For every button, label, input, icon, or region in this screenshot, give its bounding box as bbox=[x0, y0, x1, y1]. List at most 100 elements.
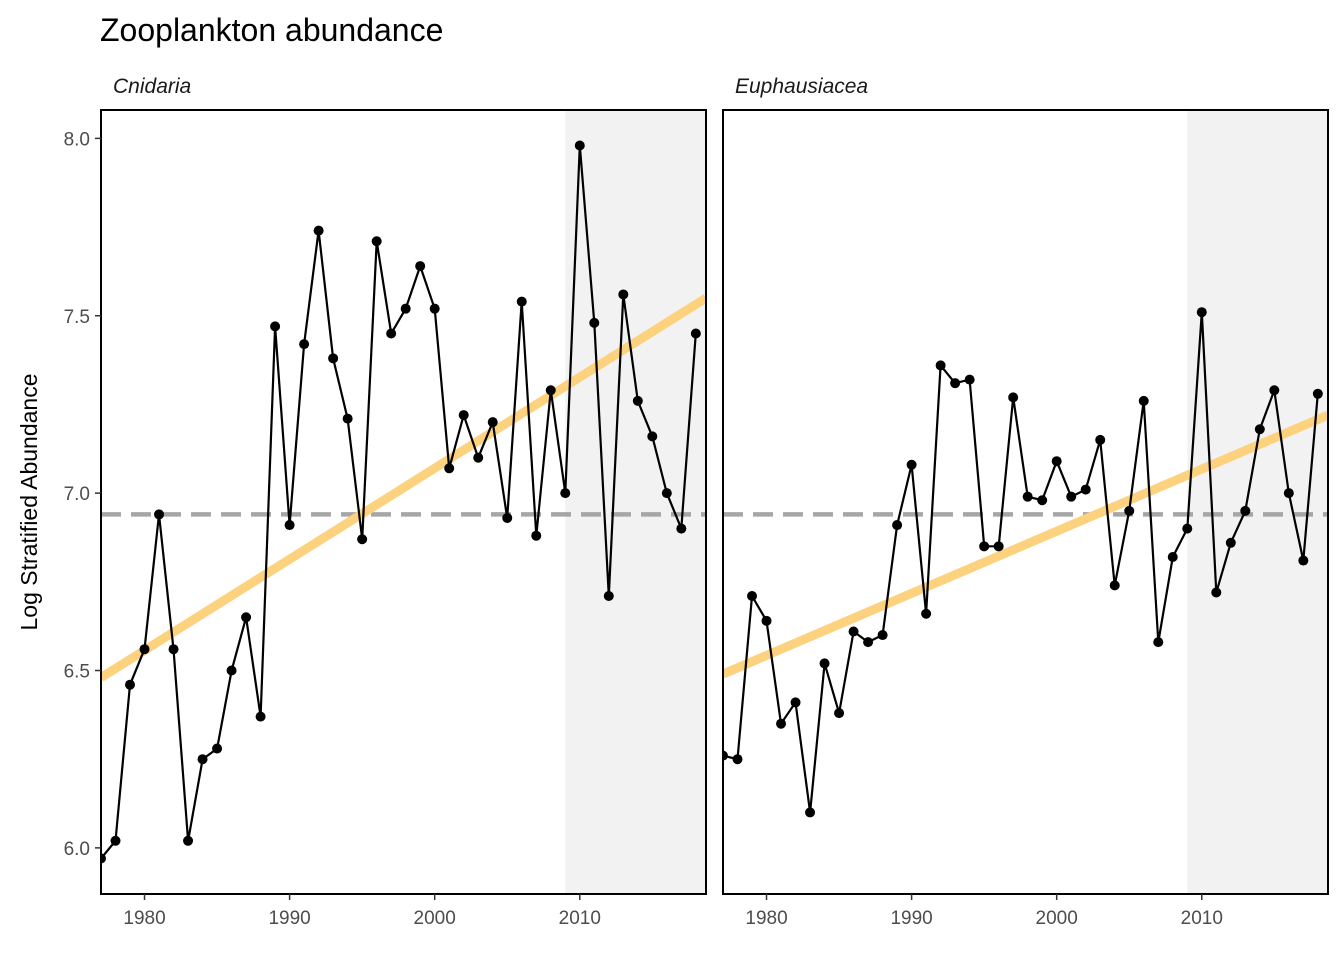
data-point bbox=[819, 658, 830, 669]
data-point bbox=[906, 459, 917, 470]
x-tick-label: 2010 bbox=[1181, 908, 1223, 929]
panel-border bbox=[722, 109, 1329, 895]
data-point bbox=[560, 488, 571, 499]
data-point bbox=[183, 835, 194, 846]
panel-cnidaria: Cnidaria 1980 1990 2000 2010 6.0 6.5 7.0 7.5 8.0 bbox=[64, 75, 707, 929]
series-line bbox=[723, 312, 1319, 813]
y-tick-label: 7.5 bbox=[64, 307, 90, 328]
data-point bbox=[589, 317, 600, 328]
data-point bbox=[935, 360, 946, 371]
data-point bbox=[1109, 580, 1120, 591]
x-tick-label: 1980 bbox=[123, 908, 165, 929]
data-point bbox=[848, 626, 859, 637]
data-point bbox=[101, 853, 106, 864]
data-point bbox=[732, 754, 743, 765]
data-point bbox=[877, 630, 888, 641]
data-point bbox=[270, 321, 281, 332]
data-point bbox=[1051, 456, 1062, 467]
data-point bbox=[964, 374, 975, 385]
data-point bbox=[1196, 307, 1207, 318]
data-point bbox=[1124, 505, 1135, 516]
data-point bbox=[1254, 424, 1265, 435]
data-point bbox=[1066, 491, 1077, 502]
data-point bbox=[723, 750, 728, 761]
data-point bbox=[545, 385, 556, 396]
data-point bbox=[458, 410, 469, 421]
data-point bbox=[1153, 637, 1164, 648]
data-point bbox=[429, 303, 440, 314]
data-point bbox=[993, 541, 1004, 552]
x-tick-label: 2000 bbox=[414, 908, 456, 929]
y-axis-title: Log Stratified Abundance bbox=[16, 373, 42, 630]
data-point bbox=[805, 807, 816, 818]
data-point bbox=[342, 413, 353, 424]
data-point bbox=[531, 530, 542, 541]
data-point bbox=[284, 520, 295, 531]
data-point bbox=[950, 378, 961, 389]
data-point bbox=[502, 512, 513, 523]
data-point bbox=[1080, 484, 1091, 495]
data-point bbox=[1312, 388, 1323, 399]
data-point bbox=[328, 353, 339, 364]
data-point bbox=[1138, 395, 1149, 406]
data-point bbox=[299, 339, 310, 350]
data-point bbox=[647, 431, 658, 442]
data-point bbox=[574, 140, 585, 151]
x-tick-label: 1990 bbox=[890, 908, 932, 929]
data-point bbox=[110, 835, 121, 846]
data-point bbox=[313, 225, 324, 236]
data-point bbox=[357, 534, 368, 545]
panel-euphausiacea: Euphausiacea 1980 1990 2000 2010 bbox=[722, 75, 1329, 929]
data-point bbox=[226, 665, 237, 676]
data-point bbox=[1167, 551, 1178, 562]
data-point bbox=[1037, 495, 1048, 506]
data-point bbox=[834, 708, 845, 719]
y-tick-label: 7.0 bbox=[64, 484, 90, 505]
x-tick-label: 2000 bbox=[1036, 908, 1078, 929]
data-point bbox=[863, 637, 874, 648]
data-point bbox=[1182, 523, 1193, 534]
data-point bbox=[125, 679, 136, 690]
data-point bbox=[1022, 491, 1033, 502]
data-point bbox=[892, 520, 903, 531]
data-point bbox=[1269, 385, 1280, 396]
series-line bbox=[101, 145, 697, 860]
data-point bbox=[618, 289, 629, 300]
data-point bbox=[1008, 392, 1019, 403]
x-tick-label: 1990 bbox=[268, 908, 310, 929]
data-point bbox=[921, 608, 932, 619]
data-point bbox=[1298, 555, 1309, 566]
data-point bbox=[1240, 505, 1251, 516]
data-point bbox=[1095, 434, 1106, 445]
panel-border bbox=[100, 109, 707, 895]
panels: Cnidaria 1980 1990 2000 2010 6.0 6.5 7.0 7.5 8.0 E… bbox=[64, 75, 1329, 929]
data-point bbox=[1283, 488, 1294, 499]
y-tick-label: 6.0 bbox=[64, 839, 90, 860]
data-point bbox=[386, 328, 397, 339]
data-point bbox=[1211, 587, 1222, 598]
data-point bbox=[661, 488, 672, 499]
plot-area bbox=[723, 307, 1328, 818]
trend-line bbox=[723, 410, 1328, 679]
data-point bbox=[473, 452, 484, 463]
shaded-region bbox=[1187, 110, 1328, 894]
data-point bbox=[1225, 537, 1236, 548]
panel-strip-label: Cnidaria bbox=[113, 75, 191, 98]
x-tick-label: 2010 bbox=[559, 908, 601, 929]
data-point bbox=[761, 615, 772, 626]
data-point bbox=[690, 328, 701, 339]
panel-strip-label: Euphausiacea bbox=[735, 75, 868, 98]
data-point bbox=[747, 591, 758, 602]
data-point bbox=[400, 303, 411, 314]
data-point bbox=[776, 718, 787, 729]
data-point bbox=[168, 644, 179, 655]
data-point bbox=[371, 236, 382, 247]
data-point bbox=[415, 261, 426, 272]
data-point bbox=[444, 463, 455, 474]
y-tick-label: 8.0 bbox=[64, 129, 90, 150]
data-point bbox=[676, 523, 687, 534]
data-point bbox=[603, 591, 614, 602]
data-point bbox=[255, 711, 266, 722]
data-point bbox=[139, 644, 150, 655]
